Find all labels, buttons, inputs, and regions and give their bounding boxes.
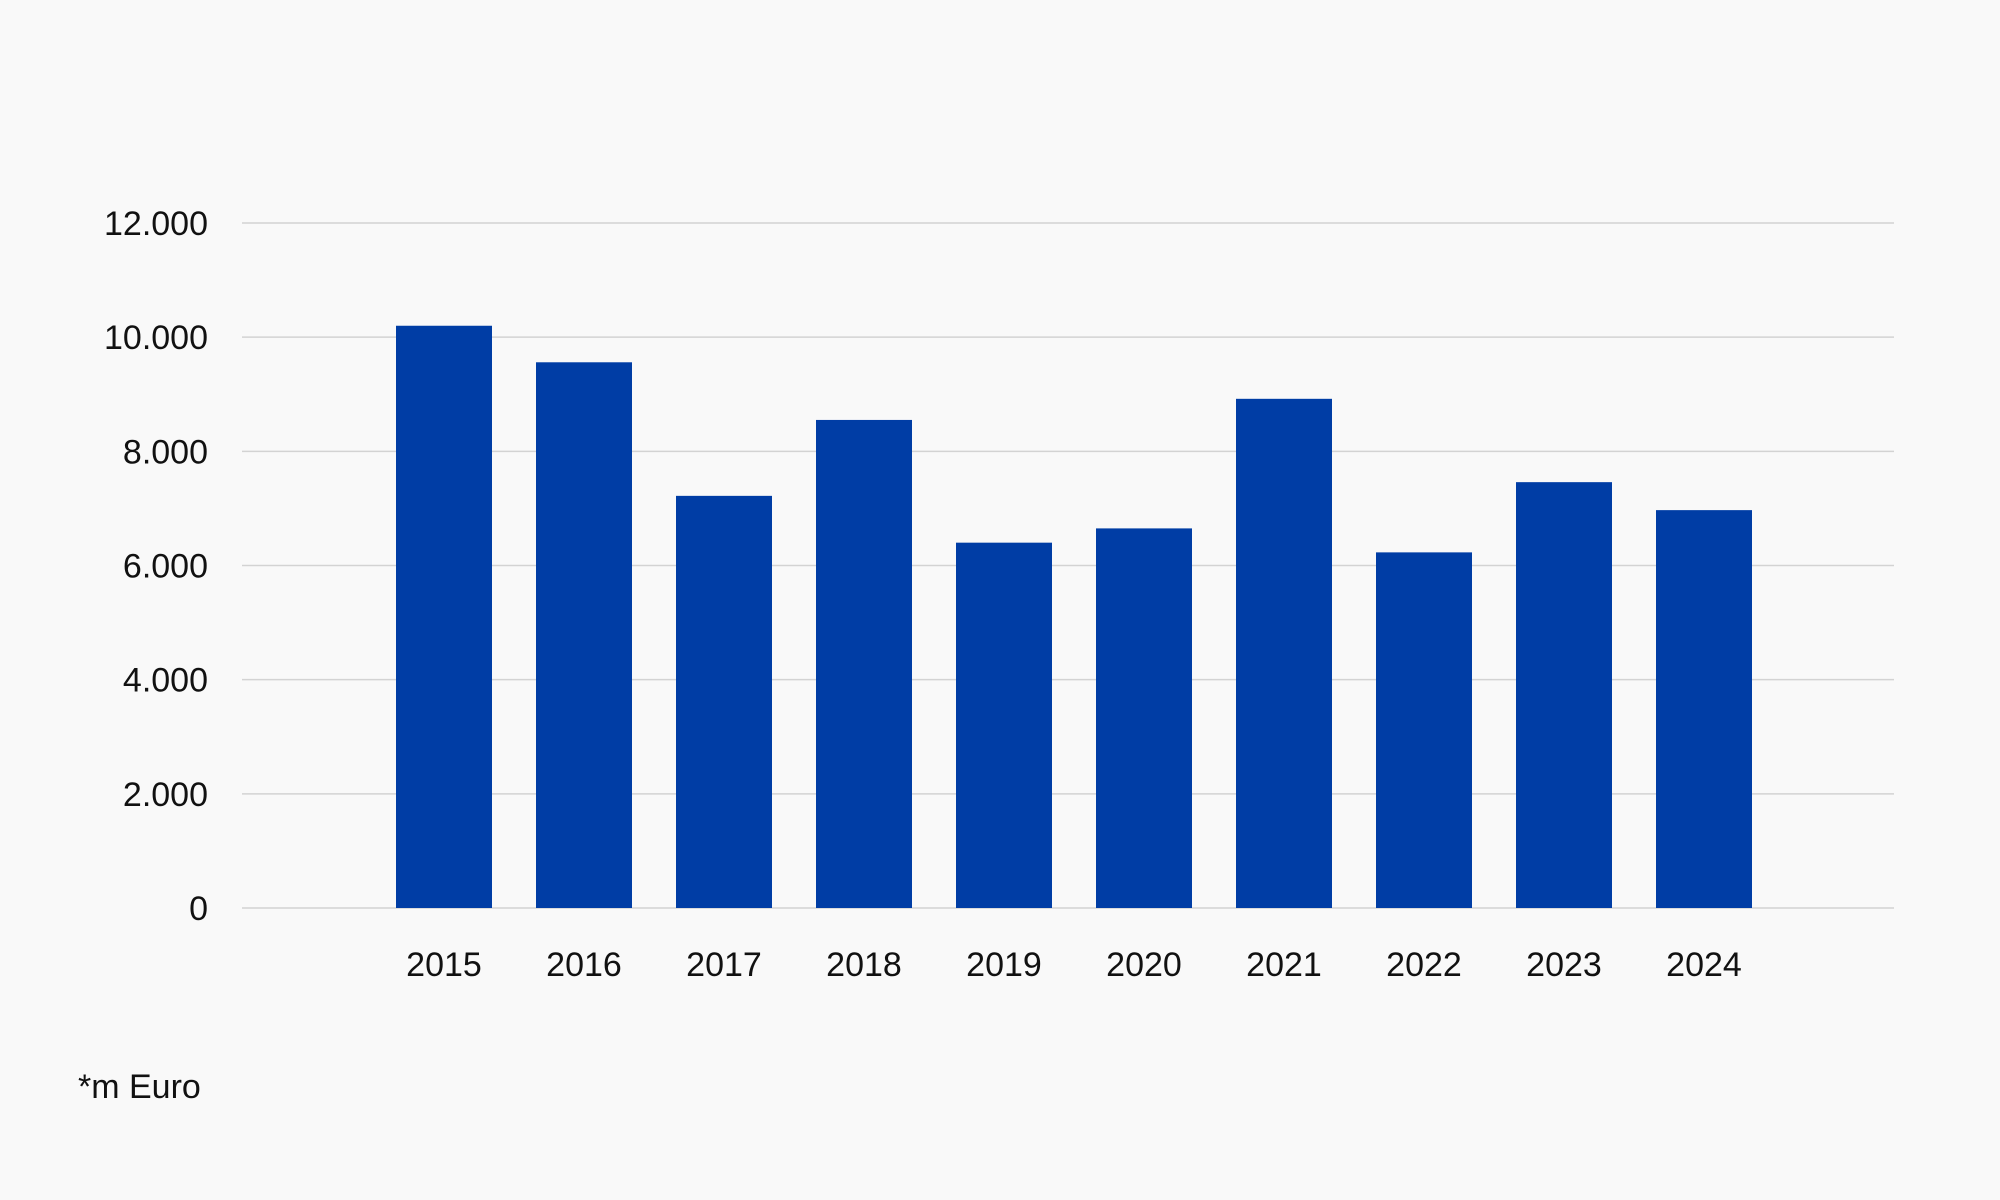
y-tick-label: 2.000: [123, 776, 208, 814]
x-tick-label-2018: 2018: [826, 946, 902, 984]
y-tick-label: 4.000: [123, 662, 208, 700]
x-tick-label-2015: 2015: [406, 946, 482, 984]
y-tick-label: 12.000: [104, 205, 208, 243]
gridlines: [242, 222, 1894, 909]
x-tick-label-2020: 2020: [1106, 946, 1182, 984]
bar-2024: [1656, 510, 1752, 908]
x-tick-label-2021: 2021: [1246, 946, 1322, 984]
y-axis-tick-labels: 0 2.000 4.000 6.000 8.000 10.000 12.000: [104, 205, 208, 928]
bar-2020: [1096, 528, 1192, 908]
y-tick-label: 8.000: [123, 433, 208, 471]
bar-2017: [676, 495, 772, 908]
y-tick-label: 0: [189, 890, 208, 928]
bars: [396, 325, 1752, 908]
bar-2018: [816, 419, 912, 908]
bar-2023: [1516, 482, 1612, 908]
bar-2015: [396, 325, 492, 908]
bar-2019: [956, 542, 1052, 908]
x-tick-label-2023: 2023: [1526, 946, 1602, 984]
x-tick-label-2017: 2017: [686, 946, 762, 984]
x-tick-label-2016: 2016: [546, 946, 622, 984]
x-tick-label-2019: 2019: [966, 946, 1042, 984]
x-axis-category-labels: 2015 2016 2017 2018 2019 2020 2021 2022 2023 2024: [406, 946, 1742, 984]
y-tick-label: 6.000: [123, 548, 208, 586]
bar-2021: [1236, 398, 1332, 908]
x-tick-label-2024: 2024: [1666, 946, 1742, 984]
bar-2022: [1376, 552, 1472, 908]
bar-2016: [536, 362, 632, 908]
unit-footnote: *m Euro: [78, 1068, 201, 1106]
y-tick-label: 10.000: [104, 319, 208, 357]
x-tick-label-2022: 2022: [1386, 946, 1462, 984]
